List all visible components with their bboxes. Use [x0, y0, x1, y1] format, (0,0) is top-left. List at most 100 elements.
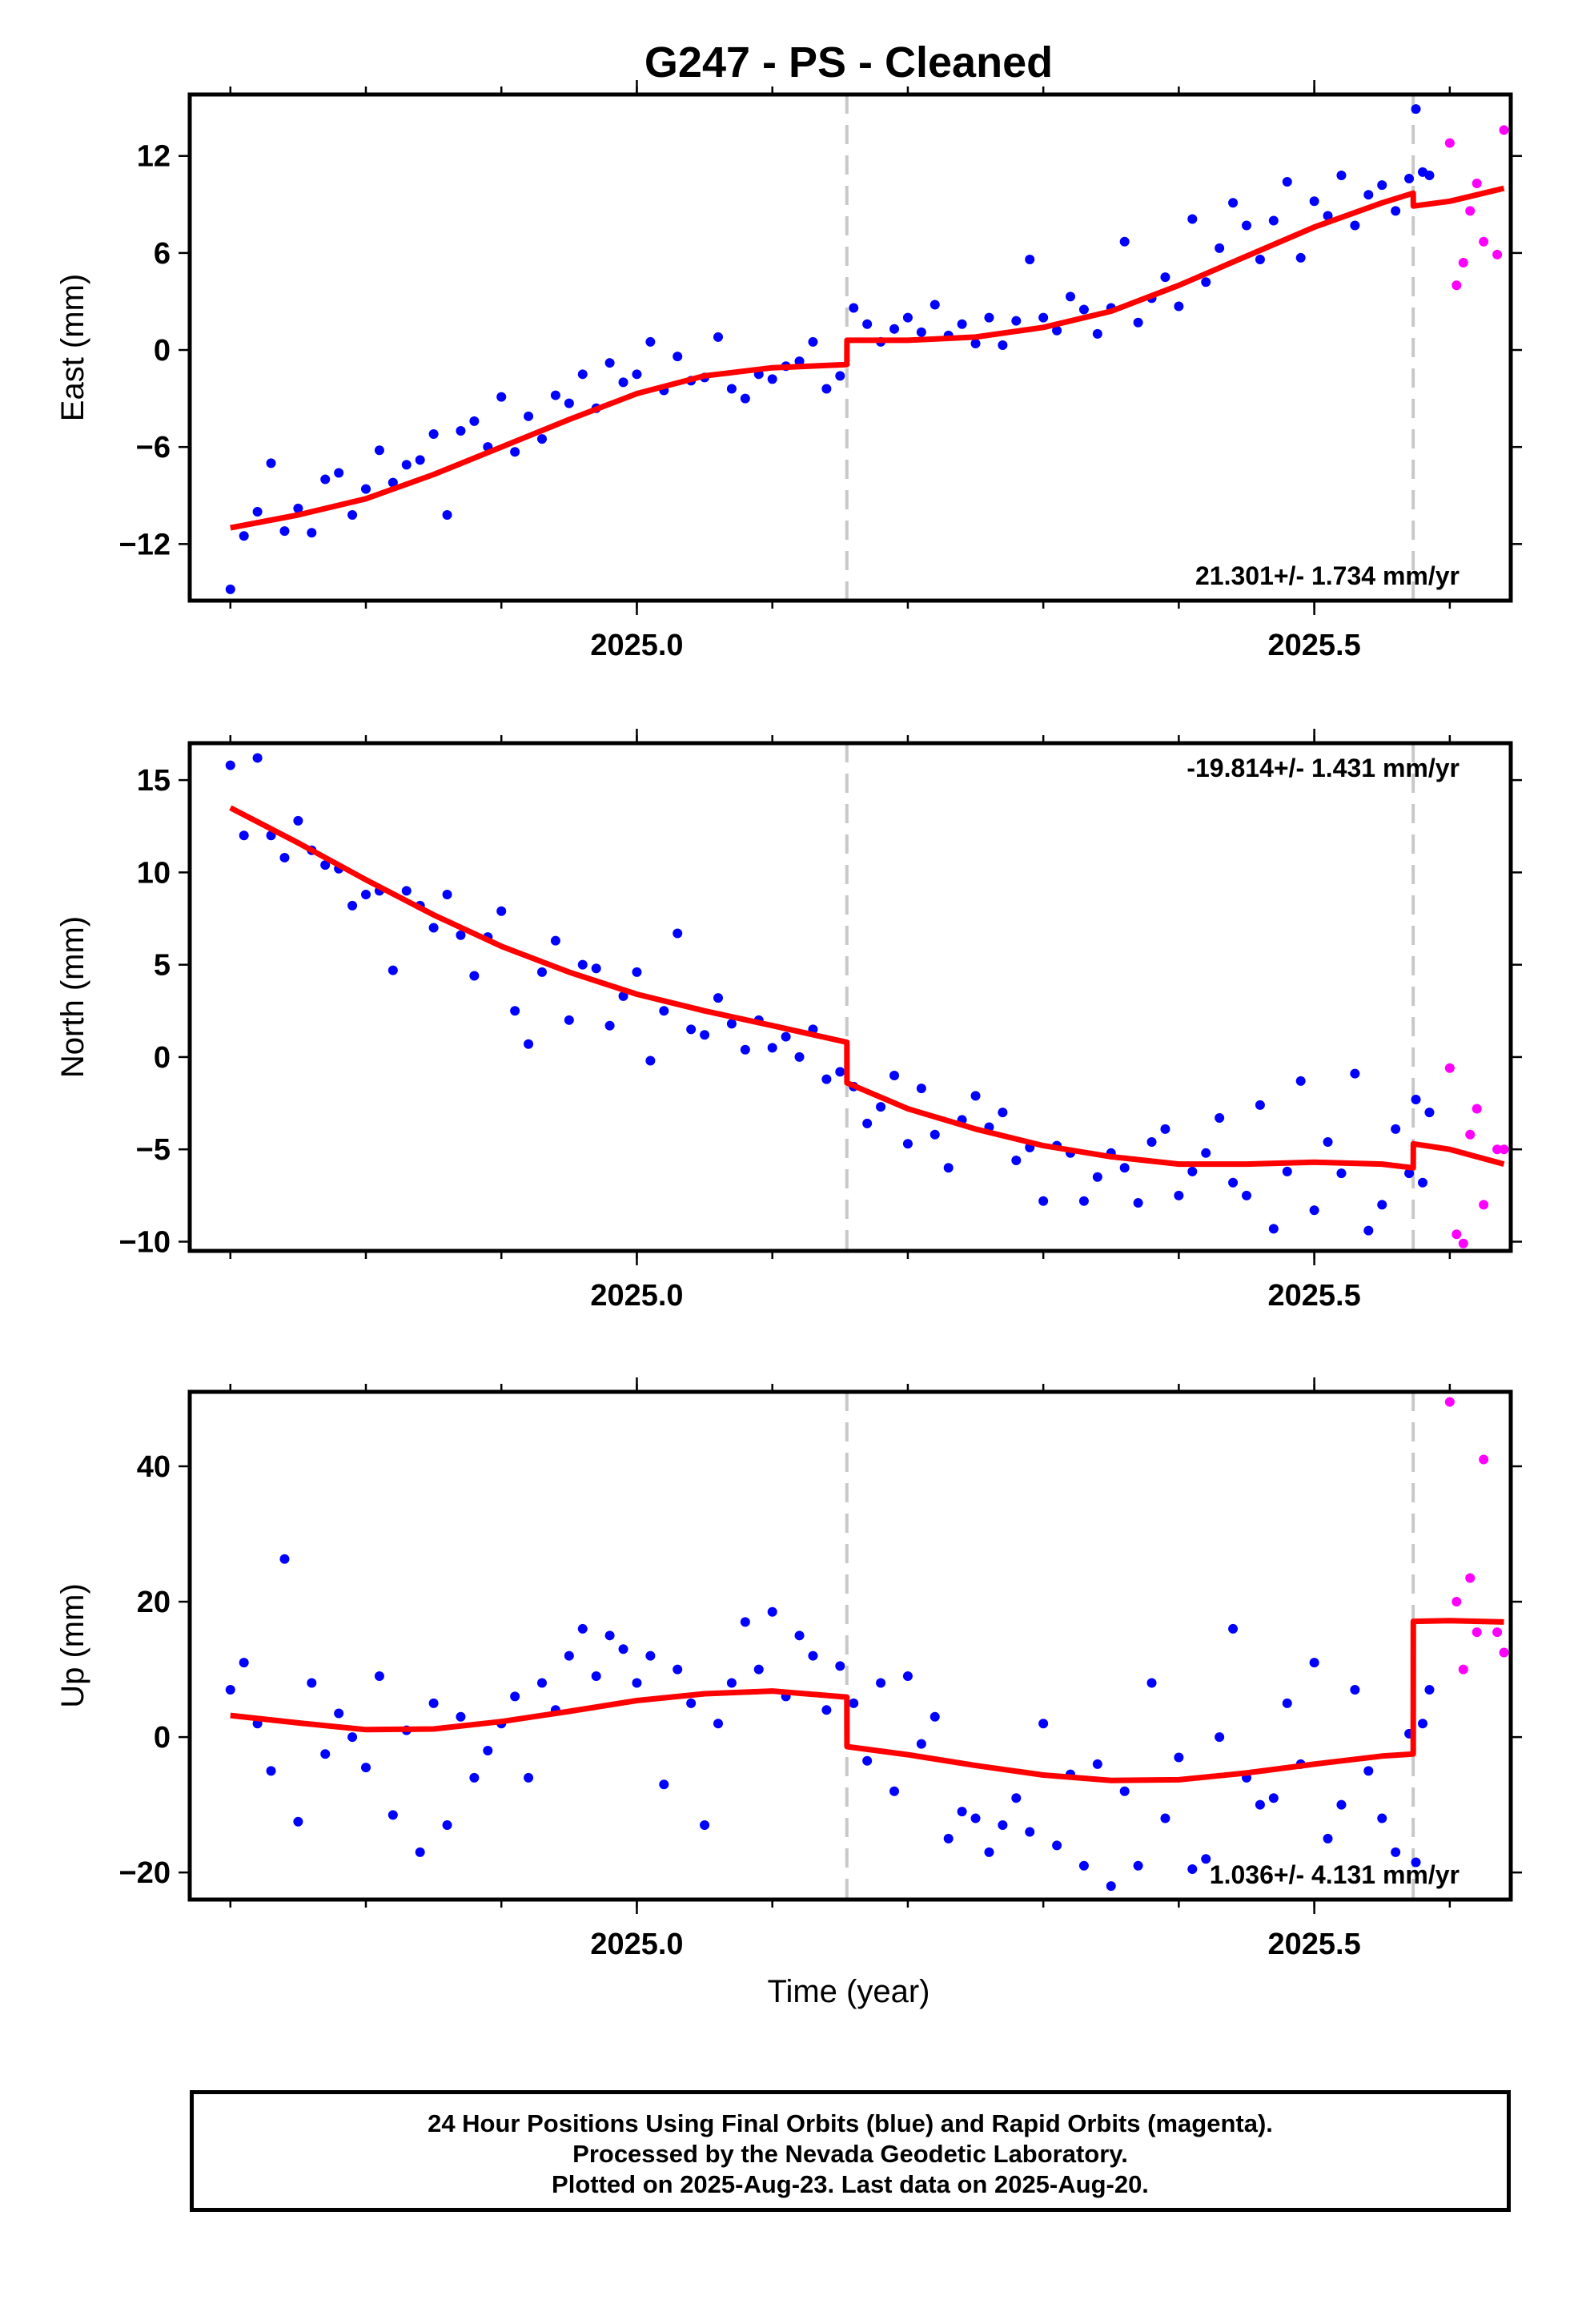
north-final-orbit-point — [604, 1020, 615, 1031]
north-final-orbit-point — [1078, 1196, 1089, 1206]
east-velocity-label: 21.301+/- 1.734 mm/yr — [1195, 561, 1460, 590]
up-final-orbit-point — [808, 1651, 818, 1661]
north-y-tick-label: 15 — [137, 764, 171, 798]
north-final-orbit-point — [700, 1030, 710, 1040]
east-final-orbit-point — [1174, 301, 1184, 312]
north-final-orbit-point — [442, 890, 452, 900]
up-rapid-orbit-point — [1479, 1454, 1489, 1465]
east-final-orbit-point — [334, 468, 344, 478]
east-data-area — [225, 94, 1509, 601]
east-final-orbit-point — [510, 447, 520, 457]
north-rapid-orbit-point — [1492, 1144, 1503, 1155]
east-final-orbit-point — [889, 324, 899, 334]
footer-line-1: 24 Hour Positions Using Final Orbits (bl… — [428, 2109, 1273, 2137]
up-final-orbit-point — [767, 1606, 777, 1617]
up-final-orbit-point — [537, 1678, 547, 1688]
north-final-orbit-point — [998, 1108, 1008, 1118]
north-final-orbit-point — [781, 1031, 791, 1042]
east-final-orbit-point — [970, 338, 981, 348]
up-final-orbit-point — [862, 1755, 873, 1766]
north-final-orbit-point — [1228, 1177, 1239, 1188]
east-rapid-orbit-point — [1479, 236, 1489, 247]
up-final-orbit-point — [1350, 1684, 1360, 1695]
up-final-orbit-point — [1323, 1833, 1333, 1844]
up-final-orbit-point — [1187, 1864, 1198, 1874]
north-rapid-orbit-point — [1479, 1200, 1489, 1210]
east-final-orbit-point — [1336, 170, 1347, 180]
north-final-orbit-point — [673, 928, 683, 939]
north-final-orbit-point — [1133, 1198, 1143, 1208]
up-final-orbit-point — [753, 1664, 764, 1675]
east-y-tick-label: −12 — [119, 528, 171, 561]
east-y-axis-label: East (mm) — [55, 274, 90, 421]
north-final-orbit-point — [293, 815, 303, 826]
up-rapid-orbit-point — [1499, 1647, 1509, 1658]
up-final-orbit-point — [740, 1617, 750, 1627]
up-final-orbit-point — [1215, 1732, 1225, 1743]
east-x-tick-label: 2025.0 — [590, 629, 683, 662]
up-final-orbit-point — [279, 1554, 290, 1564]
north-final-orbit-point — [252, 753, 263, 763]
north-y-tick-label: −5 — [136, 1133, 171, 1167]
up-rapid-orbit-point — [1444, 1397, 1455, 1407]
up-final-orbit-point — [970, 1813, 981, 1823]
north-velocity-label: -19.814+/- 1.431 mm/yr — [1186, 754, 1460, 782]
up-final-orbit-point — [645, 1651, 656, 1661]
north-final-orbit-point — [1404, 1168, 1415, 1179]
north-final-orbit-point — [835, 1067, 845, 1077]
north-final-orbit-point — [387, 965, 398, 975]
east-final-orbit-point — [361, 484, 371, 494]
east-final-orbit-point — [645, 336, 656, 347]
east-y-tick-label: 0 — [154, 334, 171, 368]
east-final-orbit-point — [442, 509, 452, 520]
up-plot-frame — [187, 1389, 1513, 1902]
up-final-orbit-point — [835, 1661, 845, 1671]
north-final-orbit-point — [970, 1091, 981, 1101]
north-final-orbit-point — [930, 1129, 940, 1140]
east-final-orbit-point — [1363, 190, 1374, 200]
up-final-orbit-point — [361, 1763, 371, 1773]
east-final-orbit-point — [1215, 243, 1225, 253]
up-final-orbit-point — [673, 1664, 683, 1675]
north-rapid-orbit-point — [1444, 1063, 1455, 1073]
up-final-orbit-point — [591, 1671, 601, 1682]
east-rapid-orbit-point — [1465, 206, 1476, 216]
north-final-orbit-point — [645, 1055, 656, 1066]
up-final-orbit-point — [428, 1698, 439, 1708]
up-final-orbit-point — [1092, 1759, 1102, 1769]
east-final-orbit-point — [849, 303, 859, 313]
up-velocity-label: 1.036+/- 4.131 mm/yr — [1210, 1860, 1460, 1889]
up-final-orbit-point — [618, 1644, 628, 1655]
east-rapid-orbit-point — [1472, 179, 1482, 189]
east-final-orbit-point — [415, 455, 425, 465]
north-final-orbit-point — [361, 890, 371, 900]
north-final-orbit-point — [577, 959, 588, 970]
north-final-orbit-point — [279, 852, 290, 862]
east-x-tick-label: 2025.5 — [1267, 629, 1360, 662]
north-final-orbit-point — [1424, 1108, 1435, 1118]
east-plot-frame — [187, 92, 1513, 603]
up-final-orbit-point — [943, 1833, 954, 1844]
north-final-orbit-point — [740, 1044, 750, 1055]
footer-caption-box: 24 Hour Positions Using Final Orbits (bl… — [190, 2090, 1511, 2212]
north-y-axis-label: North (mm) — [55, 916, 90, 1078]
north-final-orbit-point — [1160, 1124, 1170, 1134]
up-y-tick-label: 0 — [154, 1721, 171, 1755]
east-final-orbit-point — [307, 528, 317, 538]
north-final-orbit-point — [902, 1139, 913, 1149]
north-final-orbit-point — [510, 1006, 520, 1016]
north-final-orbit-point — [496, 906, 507, 916]
up-final-orbit-point — [483, 1746, 493, 1756]
north-final-orbit-point — [767, 1043, 777, 1053]
up-y-axis-label: Up (mm) — [55, 1583, 90, 1708]
north-panel: 2025.0 2025.5 −10 −5 0 5 10 15 North (mm) -19.814… — [55, 729, 1522, 1313]
up-final-orbit-point — [604, 1630, 615, 1641]
east-final-orbit-point — [577, 369, 588, 380]
north-final-orbit-point — [1350, 1068, 1360, 1079]
footer-line-2: Processed by the Nevada Geodetic Laborat… — [572, 2140, 1128, 2168]
up-final-orbit-point — [1255, 1799, 1265, 1810]
north-final-orbit-point — [862, 1118, 873, 1128]
north-final-orbit-point — [1038, 1196, 1049, 1206]
north-final-orbit-point — [794, 1051, 805, 1062]
up-final-orbit-point — [1011, 1793, 1022, 1803]
